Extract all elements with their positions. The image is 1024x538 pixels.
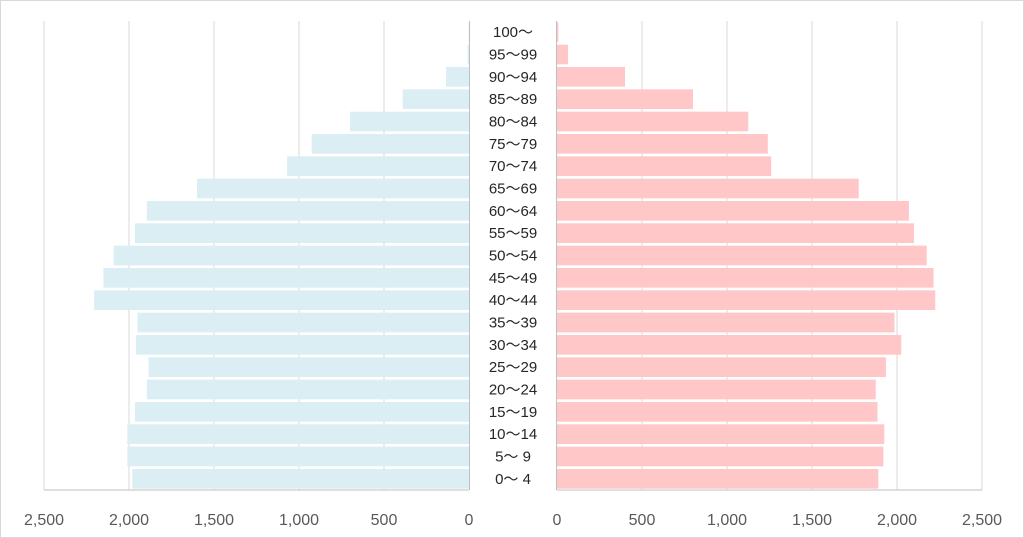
left-bar: [148, 357, 470, 377]
left-bar: [103, 268, 469, 288]
x-tick-label-right: 2,000: [877, 512, 917, 529]
age-label: 40〜44: [489, 292, 537, 309]
x-tick-label-right: 0: [553, 512, 562, 529]
left-bar: [132, 469, 469, 489]
x-tick-label-right: 500: [629, 512, 656, 529]
left-bar: [137, 312, 469, 333]
right-bar: [557, 178, 859, 199]
left-bar: [94, 290, 470, 310]
left-bar: [467, 44, 469, 65]
left-bar: [134, 402, 469, 422]
age-label: 30〜34: [489, 337, 537, 354]
age-label: 50〜54: [489, 248, 537, 265]
left-bar: [197, 178, 469, 199]
x-tick-label-left: 2,500: [24, 512, 64, 529]
right-bar: [557, 22, 559, 42]
left-bar: [134, 223, 469, 243]
left-bar: [350, 111, 469, 132]
right-bar: [557, 134, 768, 154]
right-bar: [557, 402, 878, 422]
left-bar: [146, 201, 469, 221]
left-bar: [446, 67, 469, 87]
right-bar: [557, 111, 749, 132]
right-bar: [557, 379, 876, 400]
right-bar: [557, 89, 693, 109]
right-bar: [557, 268, 934, 288]
age-label: 10〜14: [489, 426, 537, 443]
axis-lines: [44, 21, 982, 491]
left-bar: [287, 156, 469, 176]
age-label: 100〜: [493, 24, 533, 41]
left-bar: [311, 134, 469, 154]
x-tick-label-left: 2,000: [109, 512, 149, 529]
age-label: 35〜39: [489, 315, 537, 332]
right-bar: [557, 223, 914, 243]
right-bars: [557, 22, 936, 489]
age-label: 15〜19: [489, 404, 537, 421]
right-bar: [557, 156, 772, 176]
left-bar: [402, 89, 469, 109]
left-bar: [113, 245, 469, 266]
x-tick-label-left: 1,000: [279, 512, 319, 529]
right-bar: [557, 201, 909, 221]
age-label: 70〜74: [489, 158, 537, 175]
age-label: 75〜79: [489, 136, 537, 153]
x-tick-label-right: 2,500: [962, 512, 1002, 529]
right-bar: [557, 312, 895, 333]
age-label: 20〜24: [489, 382, 537, 399]
right-bar: [557, 44, 569, 65]
right-bar: [557, 424, 885, 444]
right-bar: [557, 67, 625, 87]
left-bar: [127, 446, 470, 467]
age-label: 25〜29: [489, 359, 537, 376]
right-bar: [557, 469, 879, 489]
age-label: 5〜 9: [495, 449, 531, 466]
left-bar: [146, 379, 469, 400]
age-label: 85〜89: [489, 91, 537, 108]
age-label: 95〜99: [489, 47, 537, 64]
left-bar: [127, 424, 470, 444]
age-label: 80〜84: [489, 114, 537, 131]
x-tick-label-left: 1,500: [194, 512, 234, 529]
age-label: 0〜 4: [495, 471, 531, 488]
right-bar: [557, 245, 927, 266]
age-group-labels: 100〜 95〜99 90〜94 85〜89 80〜84 75〜79 70〜74 65〜69 6…: [489, 24, 537, 488]
right-bar: [557, 335, 902, 355]
age-label: 90〜94: [489, 69, 537, 86]
age-label: 60〜64: [489, 203, 537, 220]
x-tick-label-right: 1,000: [707, 512, 747, 529]
right-bar: [557, 446, 884, 467]
left-bar: [135, 335, 470, 355]
x-tick-label-left: 500: [371, 512, 398, 529]
left-bars: [94, 22, 470, 489]
right-bar: [557, 357, 886, 377]
age-label: 45〜49: [489, 270, 537, 287]
x-tick-label-right: 1,500: [792, 512, 832, 529]
age-label: 65〜69: [489, 181, 537, 198]
age-label: 55〜59: [489, 225, 537, 242]
right-bar: [557, 290, 936, 310]
x-tick-label-left: 0: [465, 512, 474, 529]
x-axis-ticks: 2,500 2,000 1,500 1,000 500 0 0 500 1,000 1,500 2,…: [24, 512, 1002, 529]
